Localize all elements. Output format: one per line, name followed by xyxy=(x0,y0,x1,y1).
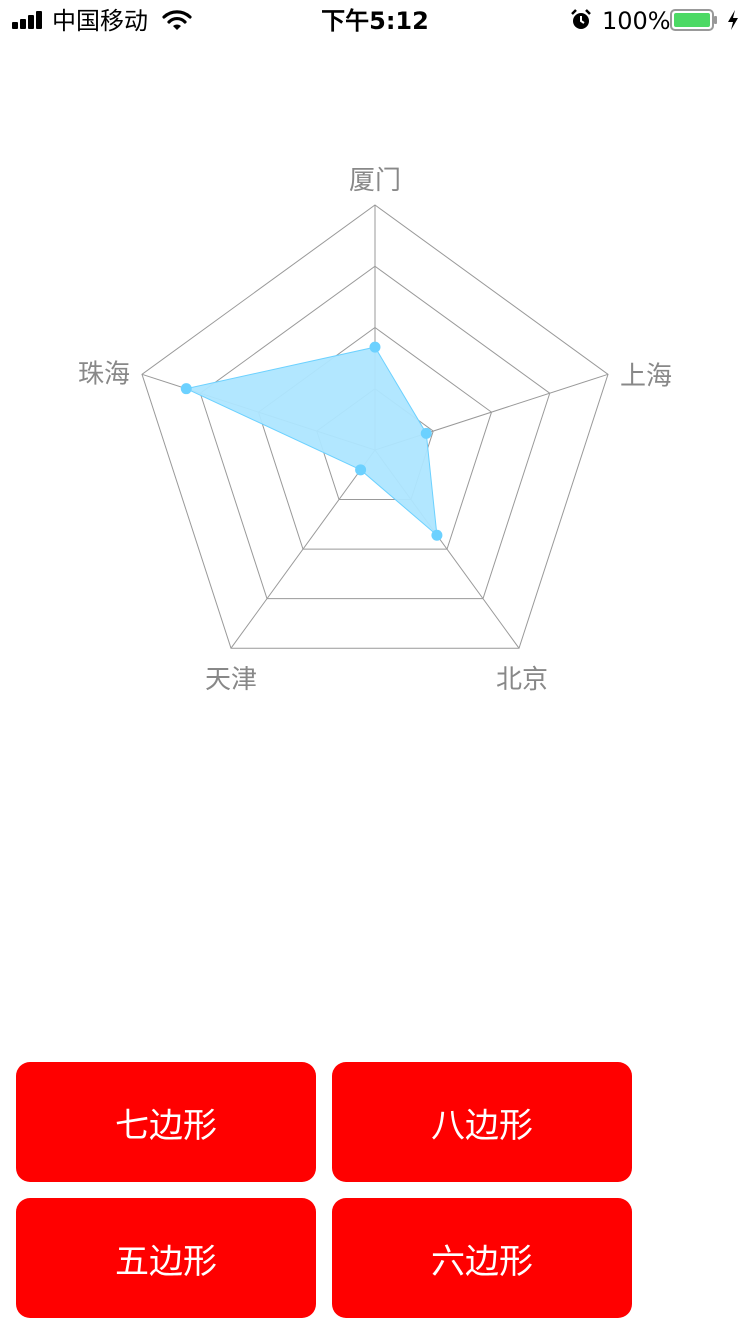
radar-point xyxy=(431,530,442,541)
radar-axis-label: 厦门 xyxy=(349,166,401,196)
radar-axis-label: 上海 xyxy=(620,361,672,391)
hexagon-button[interactable]: 六边形 xyxy=(332,1198,632,1318)
radar-point xyxy=(181,383,192,394)
pentagon-button[interactable]: 五边形 xyxy=(16,1198,316,1318)
radar-series xyxy=(181,342,443,541)
heptagon-button[interactable]: 七边形 xyxy=(16,1062,316,1182)
octagon-button[interactable]: 八边形 xyxy=(332,1062,632,1182)
radar-point xyxy=(355,464,366,475)
radar-area xyxy=(186,347,437,535)
radar-axis-label: 北京 xyxy=(496,665,548,695)
radar-point xyxy=(421,428,432,439)
radar-axis-label: 珠海 xyxy=(78,359,130,389)
radar-axis-label: 天津 xyxy=(205,665,257,695)
radar-point xyxy=(370,342,381,353)
